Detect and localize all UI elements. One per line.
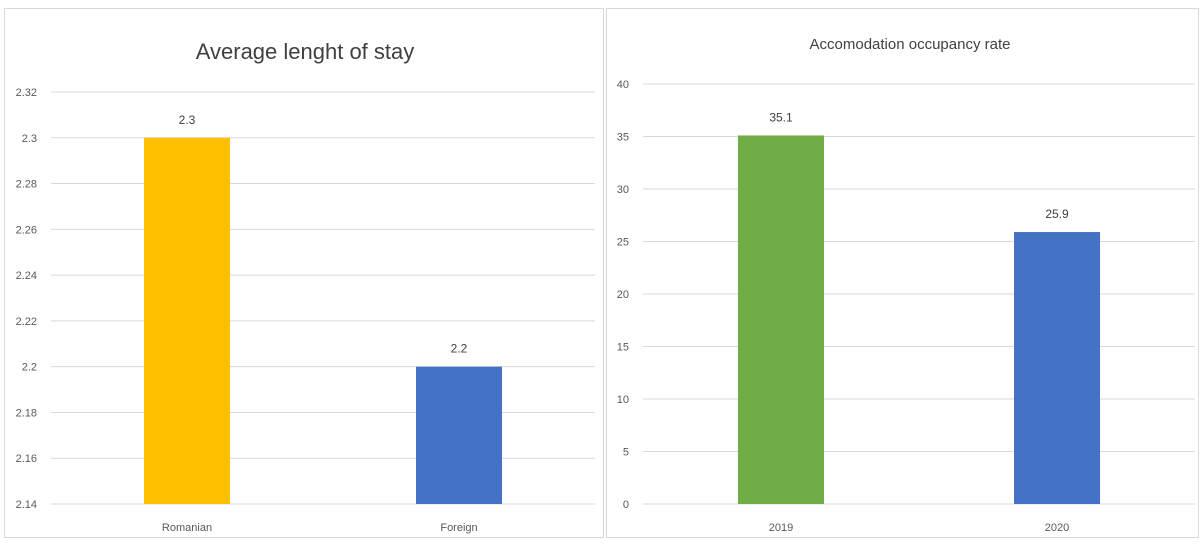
- y-tick-label: 2.18: [16, 407, 37, 419]
- y-tick-label: 40: [617, 79, 629, 91]
- gridlines: [643, 83, 1195, 505]
- category-label: 2020: [1045, 522, 1069, 534]
- bar-foreign: [416, 366, 502, 504]
- y-tick-label: 5: [623, 447, 629, 459]
- category-label: Foreign: [440, 522, 477, 534]
- y-tick-label: 2.16: [16, 453, 37, 465]
- bar-2020: [1014, 232, 1100, 505]
- data-label: 35.1: [769, 110, 793, 124]
- y-axis-ticks: 0 5 10 15 20 25 30 35 40: [617, 79, 629, 511]
- category-label: Romanian: [162, 522, 212, 534]
- y-tick-label: 10: [617, 394, 629, 406]
- y-axis-ticks: 2.14 2.16 2.18 2.2 2.22 2.24 2.26 2.28 2.3 2.32: [16, 87, 37, 511]
- y-tick-label: 20: [617, 289, 629, 301]
- bars: 2.3 Romanian 2.2 Foreign: [144, 113, 502, 534]
- y-tick-label: 2.24: [16, 270, 37, 282]
- data-label: 25.9: [1045, 207, 1069, 221]
- chart-title: Average lenght of stay: [196, 39, 415, 64]
- y-tick-label: 2.32: [16, 87, 37, 99]
- y-tick-label: 15: [617, 342, 629, 354]
- bar-chart-length-of-stay: Average lenght of stay 2.142.162.182.22.…: [16, 39, 595, 534]
- y-tick-label: 2.2: [22, 362, 37, 374]
- bar-romanian: [144, 137, 230, 504]
- y-tick-label: 25: [617, 237, 629, 249]
- y-tick-label: 35: [617, 132, 629, 144]
- bars: 35.1 2019 25.9 2020: [738, 110, 1100, 534]
- y-tick-label: 2.22: [16, 316, 37, 328]
- chart-panel-length-of-stay: Average lenght of stay 2.14 2.16 2.18 2.2 2.…: [4, 8, 604, 538]
- y-tick-label: 2.26: [16, 224, 37, 236]
- y-tick-label: 30: [617, 184, 629, 196]
- y-tick-label: 2.3: [22, 133, 37, 145]
- bar-chart-occupancy-rate: Accomodation occupancy rate 0 5 10 15 20 25 30…: [617, 36, 1195, 534]
- chart-panel-occupancy-rate: Accomodation occupancy rate 0 5 10 15 20 25 30…: [606, 8, 1199, 538]
- y-tick-label: 2.28: [16, 179, 37, 191]
- bar-2019: [738, 135, 824, 504]
- chart-title: Accomodation occupancy rate: [810, 36, 1011, 53]
- category-label: 2019: [769, 522, 793, 534]
- data-label: 2.3: [179, 113, 196, 127]
- data-label: 2.2: [451, 342, 468, 356]
- y-tick-label: 0: [623, 499, 629, 511]
- y-tick-label: 2.14: [16, 499, 37, 511]
- gridlines: [51, 91, 595, 505]
